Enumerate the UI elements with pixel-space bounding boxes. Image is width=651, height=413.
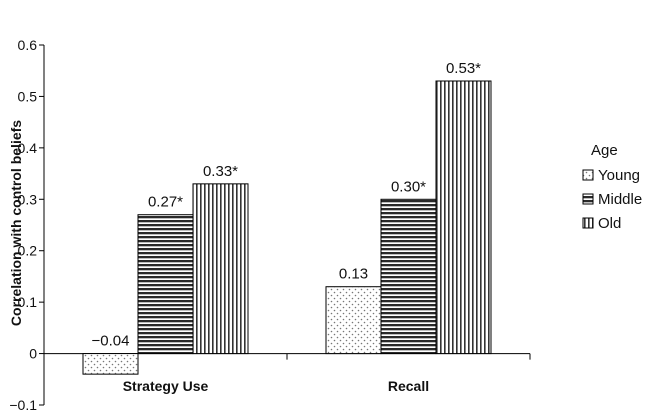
- plot-area: −0.1 0 0.1 0.2 0.3 0.4 0.5 0.6 Correlation with …: [8, 37, 531, 413]
- y-tick-label: 0.6: [18, 37, 38, 53]
- y-axis-title: Correlation with control beliefs: [8, 120, 24, 326]
- x-category-label: Recall: [388, 378, 429, 394]
- bar-middle: [380, 198, 437, 355]
- y-tick-label: 0.5: [18, 88, 38, 104]
- legend-label: Old: [598, 215, 621, 232]
- y-tick-label: 0: [29, 346, 37, 362]
- x-category-label: Strategy Use: [123, 378, 209, 394]
- data-label: −0.04: [92, 333, 130, 350]
- bar-old: [192, 183, 249, 355]
- bar-young: [82, 353, 139, 375]
- data-label: 0.13: [339, 266, 368, 283]
- y-tick-label: 0.1: [18, 294, 38, 310]
- data-label: 0.33*: [203, 163, 238, 180]
- bar-middle: [137, 214, 194, 355]
- y-tick-label: 0.3: [18, 191, 38, 207]
- y-tick-label: 0.4: [18, 140, 38, 156]
- y-tick-label: 0.2: [18, 243, 38, 259]
- legend-swatch-old: [582, 217, 594, 229]
- data-label: 0.53*: [446, 60, 481, 77]
- bar-old: [435, 80, 492, 355]
- y-tick-label: −0.1: [9, 397, 37, 413]
- legend-swatch-young: [582, 169, 594, 181]
- legend-label: Middle: [598, 191, 642, 208]
- legend: Age Young Middle Old: [582, 142, 642, 232]
- data-label: 0.30*: [391, 178, 426, 195]
- legend-swatch-middle: [582, 193, 594, 205]
- legend-label: Young: [598, 167, 640, 184]
- legend-title: Age: [591, 142, 618, 159]
- data-label: 0.27*: [148, 194, 183, 211]
- bar-young: [325, 286, 382, 355]
